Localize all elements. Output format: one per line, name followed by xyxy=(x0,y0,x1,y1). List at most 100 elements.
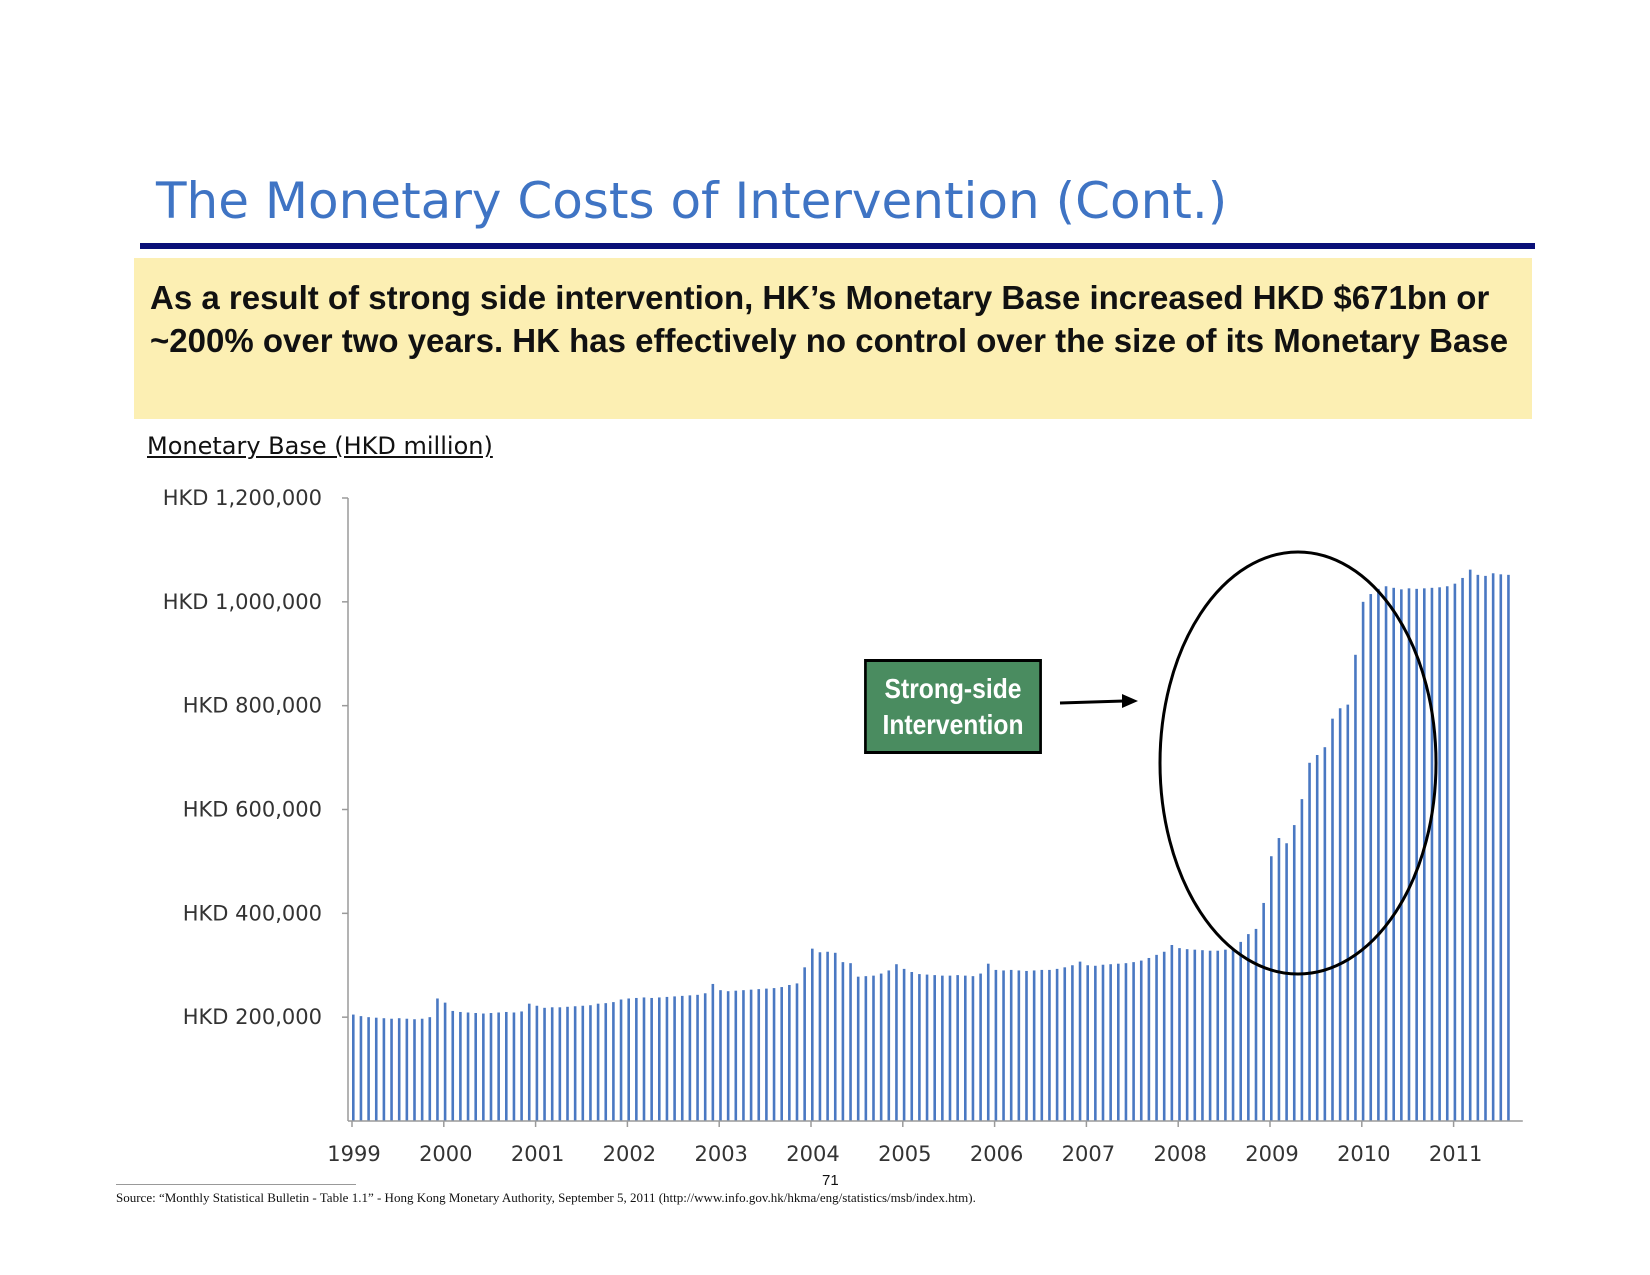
bar xyxy=(841,962,845,1121)
bar xyxy=(359,1016,363,1121)
bar xyxy=(1476,574,1480,1121)
bar xyxy=(948,975,952,1121)
bar xyxy=(367,1017,370,1121)
x-tick-label: 2011 xyxy=(1429,1142,1482,1166)
bar xyxy=(635,997,638,1121)
bar xyxy=(658,997,661,1121)
bar xyxy=(505,1011,508,1121)
bar xyxy=(589,1005,592,1121)
bar xyxy=(1507,574,1510,1121)
bar xyxy=(711,983,715,1121)
bar xyxy=(1491,573,1495,1121)
bar xyxy=(1415,588,1418,1121)
bar xyxy=(1155,954,1158,1121)
bar xyxy=(1461,577,1464,1121)
bar xyxy=(443,1002,447,1121)
bar xyxy=(1109,964,1112,1121)
bar xyxy=(1270,856,1273,1121)
bar xyxy=(382,1018,386,1121)
highlight-ellipse xyxy=(1158,550,1438,976)
bar xyxy=(1438,587,1441,1121)
bar xyxy=(719,990,722,1121)
bar xyxy=(879,973,883,1121)
bar xyxy=(1369,594,1373,1121)
bar xyxy=(1002,970,1005,1121)
chart-subtitle: Monetary Base (HKD million) xyxy=(147,432,493,460)
bar xyxy=(352,1014,355,1121)
bar xyxy=(665,996,669,1121)
bar xyxy=(413,1019,416,1121)
bar xyxy=(1147,957,1151,1121)
x-tick-label: 2010 xyxy=(1337,1142,1390,1166)
bar xyxy=(428,1017,432,1121)
bar xyxy=(1193,949,1197,1121)
bar xyxy=(818,952,822,1121)
bar xyxy=(1216,950,1220,1121)
bar xyxy=(451,1010,455,1121)
bar xyxy=(1071,965,1074,1121)
bar xyxy=(374,1017,378,1121)
bar xyxy=(573,1006,577,1121)
x-tick-label: 2002 xyxy=(603,1142,656,1166)
x-tick-label: 2006 xyxy=(970,1142,1023,1166)
bar xyxy=(964,975,967,1121)
bar xyxy=(650,997,653,1121)
bar xyxy=(543,1007,546,1121)
bar xyxy=(1201,950,1204,1121)
bar xyxy=(994,969,998,1121)
bar xyxy=(1499,574,1503,1121)
bar xyxy=(1262,902,1265,1121)
annotation-arrow-line xyxy=(1059,699,1125,705)
source-rule xyxy=(116,1184,356,1185)
bar xyxy=(1315,754,1319,1121)
bar xyxy=(688,995,692,1121)
bar xyxy=(1484,575,1487,1122)
y-tick-label: HKD 1,200,000 xyxy=(163,486,322,510)
bar xyxy=(956,975,959,1121)
bar xyxy=(596,1003,600,1121)
bar xyxy=(1139,960,1143,1121)
bar xyxy=(482,1013,485,1121)
bar xyxy=(680,995,684,1121)
bar xyxy=(826,951,829,1121)
bar xyxy=(1048,969,1051,1121)
bar xyxy=(1453,583,1457,1121)
bar xyxy=(497,1012,500,1121)
bar xyxy=(902,968,906,1121)
bar xyxy=(979,973,982,1121)
bar xyxy=(604,1003,608,1121)
bar xyxy=(971,976,975,1121)
callout-text: As a result of strong side intervention,… xyxy=(150,279,1509,359)
slide-title: The Monetary Costs of Intervention (Cont… xyxy=(156,172,1228,230)
bar xyxy=(558,1007,562,1121)
bar xyxy=(1377,588,1380,1121)
bar xyxy=(849,963,852,1121)
y-tick-label: HKD 200,000 xyxy=(183,1005,322,1029)
bar xyxy=(1132,962,1135,1121)
x-tick-label: 2001 xyxy=(511,1142,564,1166)
bar xyxy=(918,974,921,1121)
bar xyxy=(1025,970,1028,1121)
bar xyxy=(856,976,860,1121)
bar xyxy=(1254,928,1258,1121)
bar xyxy=(436,998,439,1121)
bar xyxy=(512,1012,516,1121)
bar xyxy=(466,1012,470,1121)
bar xyxy=(1445,586,1449,1121)
bar xyxy=(566,1006,569,1121)
annotation-arrowhead xyxy=(1122,694,1138,708)
bar xyxy=(1423,588,1426,1121)
bar xyxy=(749,989,753,1121)
bar xyxy=(627,998,630,1121)
bar xyxy=(1101,964,1105,1121)
bar xyxy=(1009,969,1013,1121)
title-rule xyxy=(140,243,1535,249)
bar xyxy=(726,991,730,1121)
bar xyxy=(772,988,776,1121)
bar xyxy=(1231,949,1235,1121)
bar xyxy=(1239,941,1242,1121)
bar xyxy=(811,948,814,1121)
x-tick-label: 2003 xyxy=(694,1142,747,1166)
bar xyxy=(1361,601,1365,1121)
